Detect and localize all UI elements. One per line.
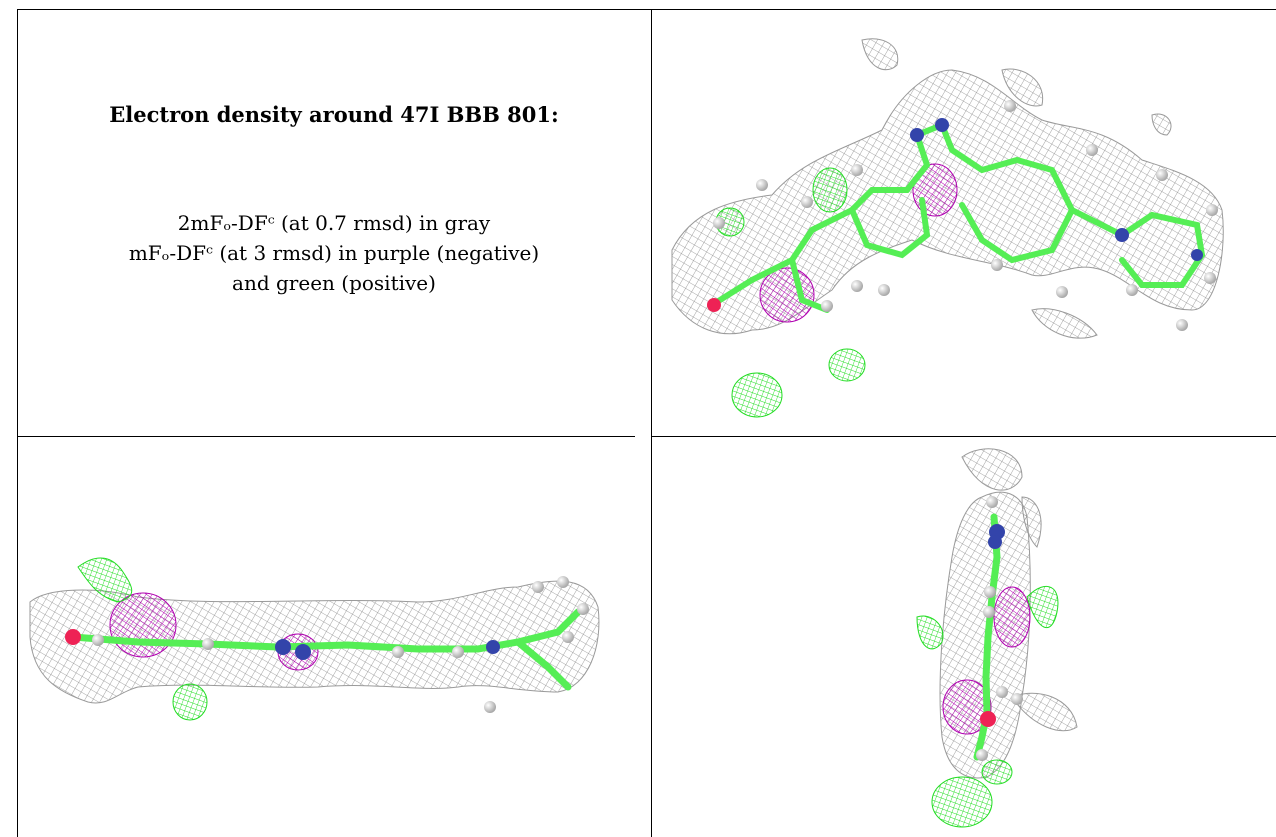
table-divider-horizontal-left — [17, 436, 635, 437]
table-divider-horizontal-right — [651, 436, 1276, 437]
atoms-hydrogen — [713, 100, 1218, 331]
density-view-front — [652, 10, 1276, 436]
table-border-left — [17, 9, 18, 837]
atoms-nitrogen — [988, 524, 1005, 549]
atom-oxygen — [980, 711, 996, 727]
mesh-negative — [993, 586, 1031, 648]
atoms-nitrogen — [910, 118, 1203, 261]
molecule-bonds — [973, 513, 1001, 761]
table-border-top — [17, 9, 1276, 10]
molecule-bonds — [69, 608, 582, 691]
atom-oxygen — [65, 629, 81, 645]
mesh-negative — [109, 592, 177, 658]
atoms-hydrogen — [92, 576, 589, 713]
atoms-nitrogen — [275, 639, 500, 660]
table-divider-vertical — [651, 9, 652, 837]
mesh-positive — [1026, 585, 1059, 629]
legend-line-gray-map: 2mFₒ-DFᶜ (at 0.7 rmsd) in gray — [177, 211, 491, 235]
mesh-positive — [812, 167, 848, 213]
caption-cell: Electron density around 47I BBB 801: 2mF… — [17, 10, 651, 436]
mesh-positive — [77, 557, 133, 603]
atom-oxygen — [707, 298, 721, 312]
legend-line-difference-map: mFₒ-DFᶜ (at 3 rmsd) in purple (negative) — [128, 241, 540, 265]
legend-line-positive: and green (positive) — [232, 271, 436, 295]
density-view-side — [18, 437, 651, 837]
figure-legend: 2mFₒ-DFᶜ (at 0.7 rmsd) in gray mFₒ-DFᶜ (… — [17, 208, 651, 298]
figure-title: Electron density around 47I BBB 801: — [109, 102, 559, 127]
atoms-hydrogen — [976, 496, 1023, 761]
density-view-end — [652, 437, 1276, 837]
